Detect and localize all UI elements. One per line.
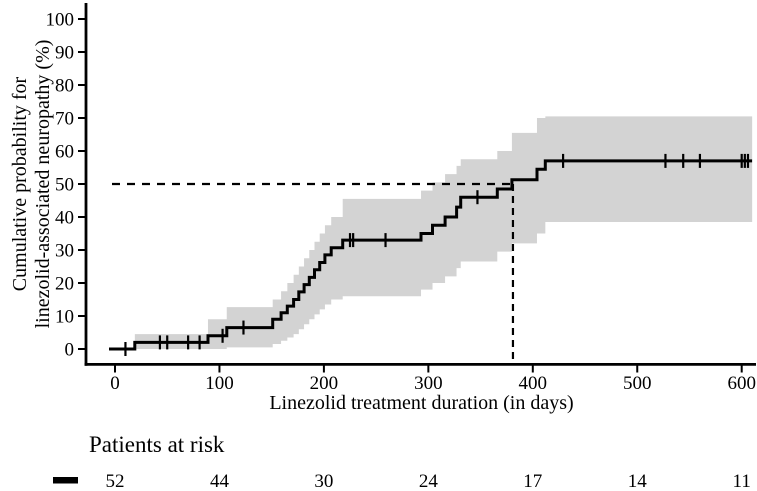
risk-count: 52 [106,471,125,491]
y-axis-title-line2: linezolid-associated neuropathy (%) [32,39,54,329]
risk-count: 30 [314,471,333,491]
risk-count: 44 [210,471,230,491]
y-axis-title: Cumulative probability for linezolid-ass… [9,0,55,374]
x-tick-label: 200 [310,373,339,394]
y-tick-label: 100 [46,10,75,31]
y-tick-label: 10 [55,307,74,328]
y-tick-label: 90 [55,43,74,64]
x-axis-title: Linezolid treatment duration (in days) [269,392,574,414]
y-tick-label: 80 [55,76,74,97]
y-tick-label: 0 [65,340,75,361]
x-tick-label: 400 [519,373,548,394]
risk-group-legend-marker [53,477,78,484]
x-tick-label: 100 [205,373,234,394]
risk-count: 11 [733,471,751,491]
risk-table-title: Patients at risk [89,432,225,457]
x-tick-label: 600 [727,373,756,394]
y-tick-label: 60 [55,142,74,163]
risk-count: 24 [419,471,439,491]
y-tick-label: 40 [55,208,74,229]
x-tick-label: 0 [110,373,120,394]
risk-count: 17 [523,471,542,491]
y-tick-label: 70 [55,109,74,130]
x-tick-label: 500 [623,373,652,394]
survival-curve [109,159,753,351]
confidence-band [134,116,753,349]
y-tick-label: 30 [55,241,74,262]
x-tick-label: 300 [414,373,443,394]
y-tick-label: 20 [55,274,74,295]
y-axis-title-line1: Cumulative probability for [9,76,31,292]
y-tick-label: 50 [55,175,74,196]
risk-count: 14 [628,471,648,491]
